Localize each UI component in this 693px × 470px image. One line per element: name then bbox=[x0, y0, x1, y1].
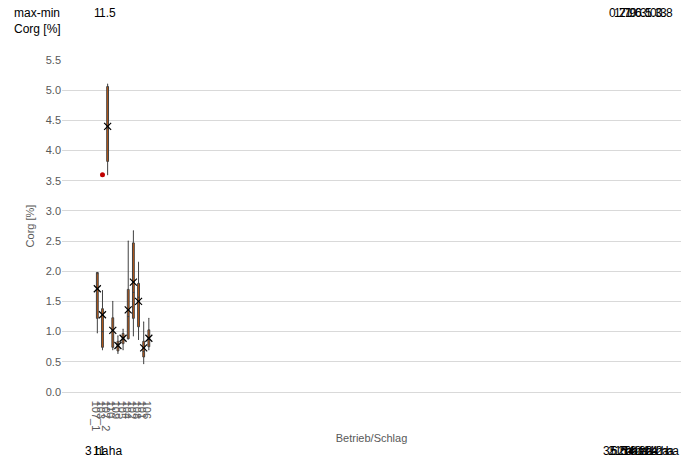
svg-text:1.6: 1.6 bbox=[625, 6, 642, 20]
svg-text:103: 103 bbox=[95, 401, 107, 419]
svg-text:5.0: 5.0 bbox=[46, 84, 61, 96]
svg-text:2.9: 2.9 bbox=[619, 6, 636, 20]
svg-text:4.5: 4.5 bbox=[46, 114, 61, 126]
svg-text:110: 110 bbox=[105, 401, 117, 419]
svg-text:1.7: 1.7 bbox=[614, 6, 631, 20]
svg-text:1: 1 bbox=[94, 6, 101, 20]
svg-text:1.5: 1.5 bbox=[99, 6, 116, 20]
svg-text:Betrieb/Schlag: Betrieb/Schlag bbox=[336, 432, 408, 444]
svg-text:5.5: 5.5 bbox=[46, 54, 61, 66]
svg-text:3 ha: 3 ha bbox=[85, 444, 109, 458]
svg-text:0.8: 0.8 bbox=[656, 6, 673, 20]
svg-text:104: 104 bbox=[121, 401, 133, 419]
svg-text:109: 109 bbox=[110, 401, 122, 419]
svg-text:102: 102 bbox=[126, 401, 138, 419]
svg-text:14 ha: 14 ha bbox=[644, 444, 674, 458]
svg-text:4.0: 4.0 bbox=[46, 144, 61, 156]
svg-text:2.5: 2.5 bbox=[46, 235, 61, 247]
svg-text:0.7: 0.7 bbox=[609, 6, 626, 20]
svg-text:1.3: 1.3 bbox=[645, 6, 662, 20]
svg-text:107_2: 107_2 bbox=[100, 401, 112, 432]
svg-text:0.3: 0.3 bbox=[630, 6, 647, 20]
svg-text:6.5 ha: 6.5 ha bbox=[611, 444, 645, 458]
svg-text:20 ha: 20 ha bbox=[618, 444, 648, 458]
svg-text:2.0: 2.0 bbox=[46, 265, 61, 277]
svg-text:1.0: 1.0 bbox=[46, 325, 61, 337]
svg-text:35 ha: 35 ha bbox=[603, 444, 633, 458]
svg-text:16 ha: 16 ha bbox=[623, 444, 653, 458]
svg-text:0.0: 0.0 bbox=[46, 386, 61, 398]
svg-text:0.3: 0.3 bbox=[650, 6, 667, 20]
svg-text:0.5: 0.5 bbox=[46, 356, 61, 368]
svg-text:3.0: 3.0 bbox=[46, 205, 61, 217]
svg-text:max-minCorg [%]: max-minCorg [%] bbox=[14, 6, 61, 36]
svg-text:0.5: 0.5 bbox=[635, 6, 652, 20]
svg-text:42 ha: 42 ha bbox=[628, 444, 658, 458]
svg-text:Corg [%]: Corg [%] bbox=[24, 205, 36, 248]
svg-text:12 ha: 12 ha bbox=[649, 444, 679, 458]
svg-text:105: 105 bbox=[116, 401, 128, 419]
svg-text:108: 108 bbox=[131, 401, 143, 419]
svg-text:3.5: 3.5 bbox=[46, 175, 61, 187]
svg-text:106: 106 bbox=[141, 401, 153, 419]
svg-text:1.5: 1.5 bbox=[46, 295, 61, 307]
svg-text:11 ha: 11 ha bbox=[93, 444, 122, 458]
svg-text:107_1: 107_1 bbox=[90, 401, 102, 432]
svg-text:22 ha: 22 ha bbox=[639, 444, 669, 458]
svg-text:101: 101 bbox=[136, 401, 148, 419]
svg-text:21 ha: 21 ha bbox=[608, 444, 638, 458]
